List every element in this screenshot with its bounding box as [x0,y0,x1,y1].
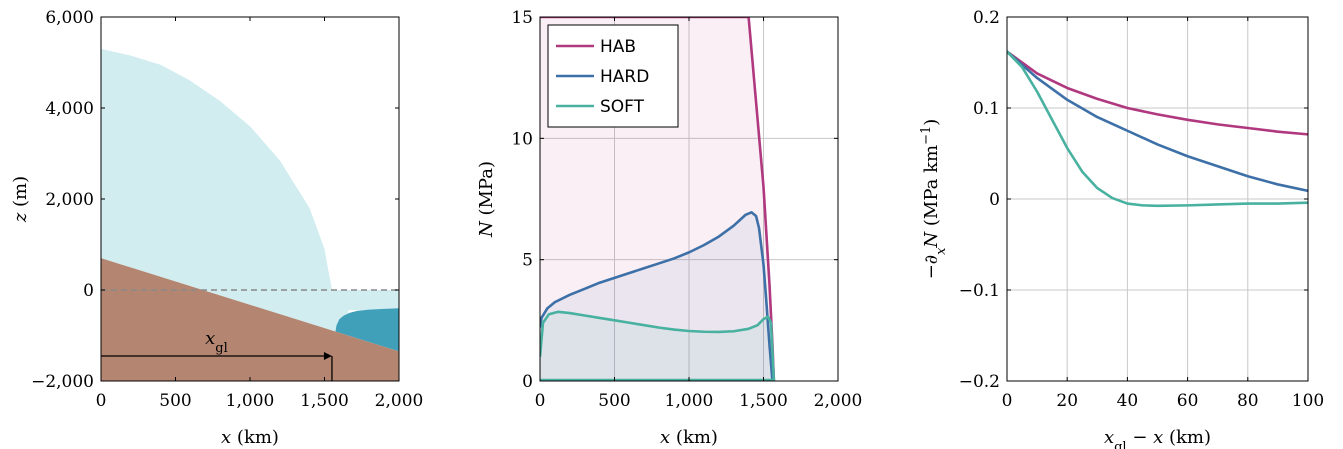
panel3-tick-label-x: 80 [1237,391,1259,411]
panel3-tick-label-x: 60 [1177,391,1199,411]
panel2-tick-label-x: 1,500 [739,391,788,411]
panel3-tick-label-x: 40 [1117,391,1139,411]
panel3-x-axis-label: xgl − x (km) [1104,427,1211,449]
panel3-tick-label-y: 0.1 [973,99,1000,119]
panel3-tick-label-x: 20 [1056,391,1078,411]
panel2-tick-label-x: 500 [598,391,630,411]
panel1-tick-label-y: 2,000 [45,190,94,210]
panel2-tick-label-y: 0 [522,372,533,392]
panel1-tick-label-x: 500 [159,391,191,411]
panel1-tick-label-y: 0 [83,281,94,301]
panel2-tick-label-x: 2,000 [814,391,863,411]
panel1-tick-label-x: 0 [96,391,107,411]
panel2-tick-label-y: 15 [511,8,533,28]
panel2-y-axis-label: N (MPa) [476,161,497,238]
panel1-y-axis-label: z (m) [10,176,31,223]
panel1-tick-label-x: 1,000 [226,391,275,411]
panel3-tick-label-x: 0 [1002,391,1013,411]
panel3-tick-label-y: 0.2 [973,8,1000,28]
legend-label-hab: HAB [600,37,636,57]
panel2-tick-label-y: 10 [511,129,533,149]
panel1-tick-label-y: −2,000 [31,372,94,392]
legend-label-hard: HARD [600,67,649,87]
panel1-plot-area [101,49,399,381]
panel1-tick-label-y: 4,000 [45,99,94,119]
legend-label-soft: SOFT [600,97,645,117]
panel3-tick-label-y: −0.1 [959,281,1000,301]
panel2-tick-label-x: 0 [535,391,546,411]
panel1-tick-label-y: 6,000 [45,8,94,28]
panel1-tick-label-x: 1,500 [300,391,349,411]
panel2-tick-label-x: 1,000 [665,391,714,411]
panel3-tick-label-y: 0 [989,190,1000,210]
panel3-y-axis-label: −∂xN (MPa km−1) [919,119,949,280]
panel1-tick-label-x: 2,000 [375,391,424,411]
panel1-x-axis-label: x (km) [221,427,279,448]
panel2-tick-label-y: 5 [522,251,533,271]
panel3-plot-area [1007,52,1308,206]
panel2-x-axis-label: x (km) [660,427,718,448]
panel3-tick-label-y: −0.2 [959,372,1000,392]
panel3-tick-label-x: 100 [1292,391,1324,411]
